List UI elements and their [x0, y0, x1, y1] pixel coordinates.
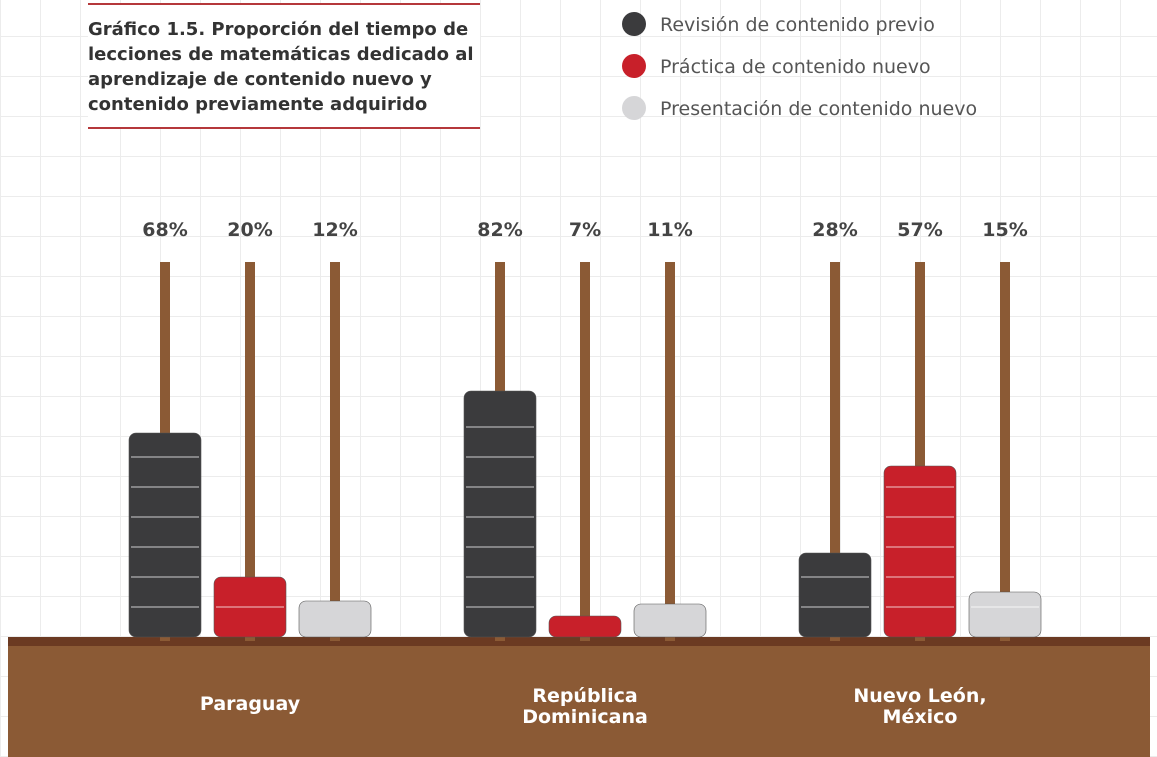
value-label: 82% [477, 219, 522, 241]
page: Revisión de contenido previo Práctica de … [0, 0, 1157, 757]
bar [464, 391, 536, 637]
legend-label: Revisión de contenido previo [660, 14, 935, 36]
bar [299, 601, 371, 637]
category-label: Paraguay [165, 694, 335, 715]
bar [884, 466, 956, 637]
rod [665, 262, 675, 641]
value-label: 11% [647, 219, 692, 241]
value-label: 12% [312, 219, 357, 241]
bar [549, 616, 621, 637]
value-label: 57% [897, 219, 942, 241]
chart-title: Gráfico 1.5. Proporción del tiempo de le… [88, 3, 480, 129]
value-label: 20% [227, 219, 272, 241]
rod [580, 262, 590, 641]
value-label: 15% [982, 219, 1027, 241]
legend-label: Presentación de contenido nuevo [660, 98, 977, 120]
legend-swatch [622, 96, 646, 120]
category-label: Nuevo León, México [835, 686, 1005, 728]
value-label: 68% [142, 219, 187, 241]
category-label: República Dominicana [500, 686, 670, 728]
value-label: 28% [812, 219, 857, 241]
value-label: 7% [569, 219, 601, 241]
rod [330, 262, 340, 641]
ground-top [8, 637, 1150, 646]
bar [969, 592, 1041, 637]
legend-swatch [622, 12, 646, 36]
rod [1000, 262, 1010, 641]
legend-swatch [622, 54, 646, 78]
legend-label: Práctica de contenido nuevo [660, 56, 931, 78]
bar [799, 553, 871, 637]
bar [634, 604, 706, 637]
